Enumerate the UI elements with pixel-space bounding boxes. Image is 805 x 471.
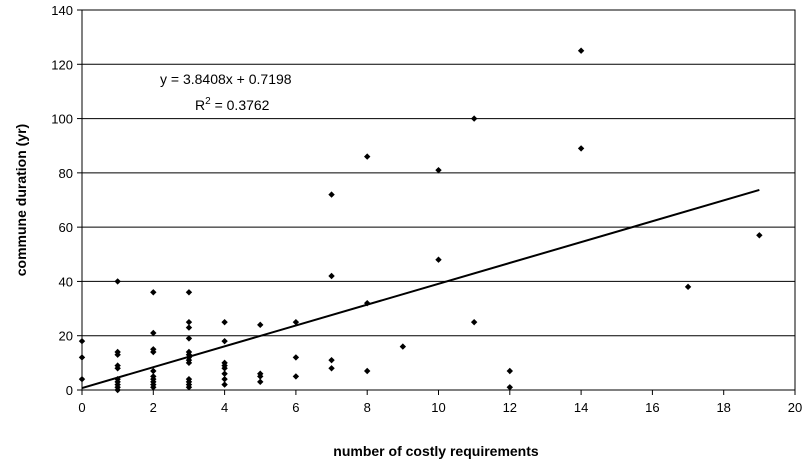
r-squared-label: R2 = 0.3762 (195, 96, 270, 113)
data-point (257, 321, 264, 329)
y-axis-ticks: 0 20 40 60 80 100 120 140 (51, 3, 82, 398)
data-point (756, 232, 763, 239)
data-point (506, 384, 513, 391)
x-tick-label: 10 (431, 400, 445, 415)
data-point (221, 381, 228, 388)
data-point (185, 335, 193, 342)
data-point (506, 367, 513, 375)
data-points (78, 47, 763, 394)
data-point (292, 318, 300, 326)
data-point (292, 373, 300, 380)
data-point (185, 289, 193, 296)
x-axis-ticks: 0 2 4 6 8 10 12 14 16 18 20 (78, 390, 802, 415)
data-point (257, 373, 264, 380)
r-squared-value: = 0.3762 (211, 97, 270, 113)
data-point (470, 318, 478, 326)
data-point (470, 115, 478, 122)
y-tick-label: 0 (66, 383, 73, 398)
data-point (185, 359, 193, 367)
grid-lines (82, 9, 795, 391)
x-tick-label: 0 (78, 400, 85, 415)
data-point (328, 272, 335, 280)
data-point (78, 375, 86, 383)
data-point (114, 278, 121, 285)
data-point (328, 365, 335, 372)
y-axis-title: commune duration (yr) (13, 124, 29, 276)
x-tick-label: 14 (574, 400, 588, 415)
data-point (150, 384, 157, 391)
data-point (328, 356, 335, 364)
x-tick-label: 4 (221, 400, 228, 415)
data-point (78, 337, 86, 345)
data-point (150, 348, 157, 356)
x-tick-label: 16 (645, 400, 659, 415)
y-tick-label: 20 (59, 329, 73, 344)
x-tick-label: 18 (716, 400, 730, 415)
data-point (364, 153, 371, 160)
data-point (399, 343, 407, 350)
x-tick-label: 12 (503, 400, 517, 415)
x-tick-label: 8 (364, 400, 371, 415)
x-tick-label: 20 (788, 400, 802, 415)
data-point (221, 375, 228, 383)
y-tick-label: 120 (51, 57, 73, 72)
data-point (221, 337, 228, 345)
data-point (364, 299, 371, 307)
y-tick-label: 140 (51, 3, 73, 18)
trendline (81, 189, 760, 390)
data-point (78, 354, 86, 361)
x-tick-label: 6 (292, 400, 299, 415)
y-tick-label: 80 (59, 166, 73, 181)
r-squared-superscript: 2 (205, 96, 211, 107)
data-point (684, 283, 692, 291)
data-point (435, 166, 442, 174)
data-point (114, 351, 121, 358)
data-point (257, 378, 264, 386)
data-point (185, 318, 193, 326)
plot-area-border (81, 9, 796, 391)
y-tick-label: 40 (59, 274, 73, 289)
trendline-equation: y = 3.8408x + 0.7198 (160, 71, 292, 87)
data-point (221, 365, 228, 372)
r-squared-prefix: R (195, 97, 205, 113)
x-tick-label: 2 (150, 400, 157, 415)
data-point (577, 47, 585, 54)
data-point (364, 367, 371, 375)
data-point (292, 354, 300, 361)
data-point (185, 324, 193, 331)
y-tick-label: 60 (59, 220, 73, 235)
data-point (114, 365, 121, 372)
x-axis-title: number of costly requirements (333, 443, 539, 459)
data-point (435, 256, 442, 263)
data-point (150, 329, 157, 337)
data-point (150, 289, 157, 296)
data-point (577, 145, 585, 152)
data-point (114, 386, 121, 394)
y-tick-label: 100 (51, 112, 73, 127)
data-point (185, 384, 193, 391)
data-point (328, 191, 335, 198)
data-point (221, 318, 228, 326)
data-point (221, 370, 228, 377)
data-point (150, 367, 157, 375)
